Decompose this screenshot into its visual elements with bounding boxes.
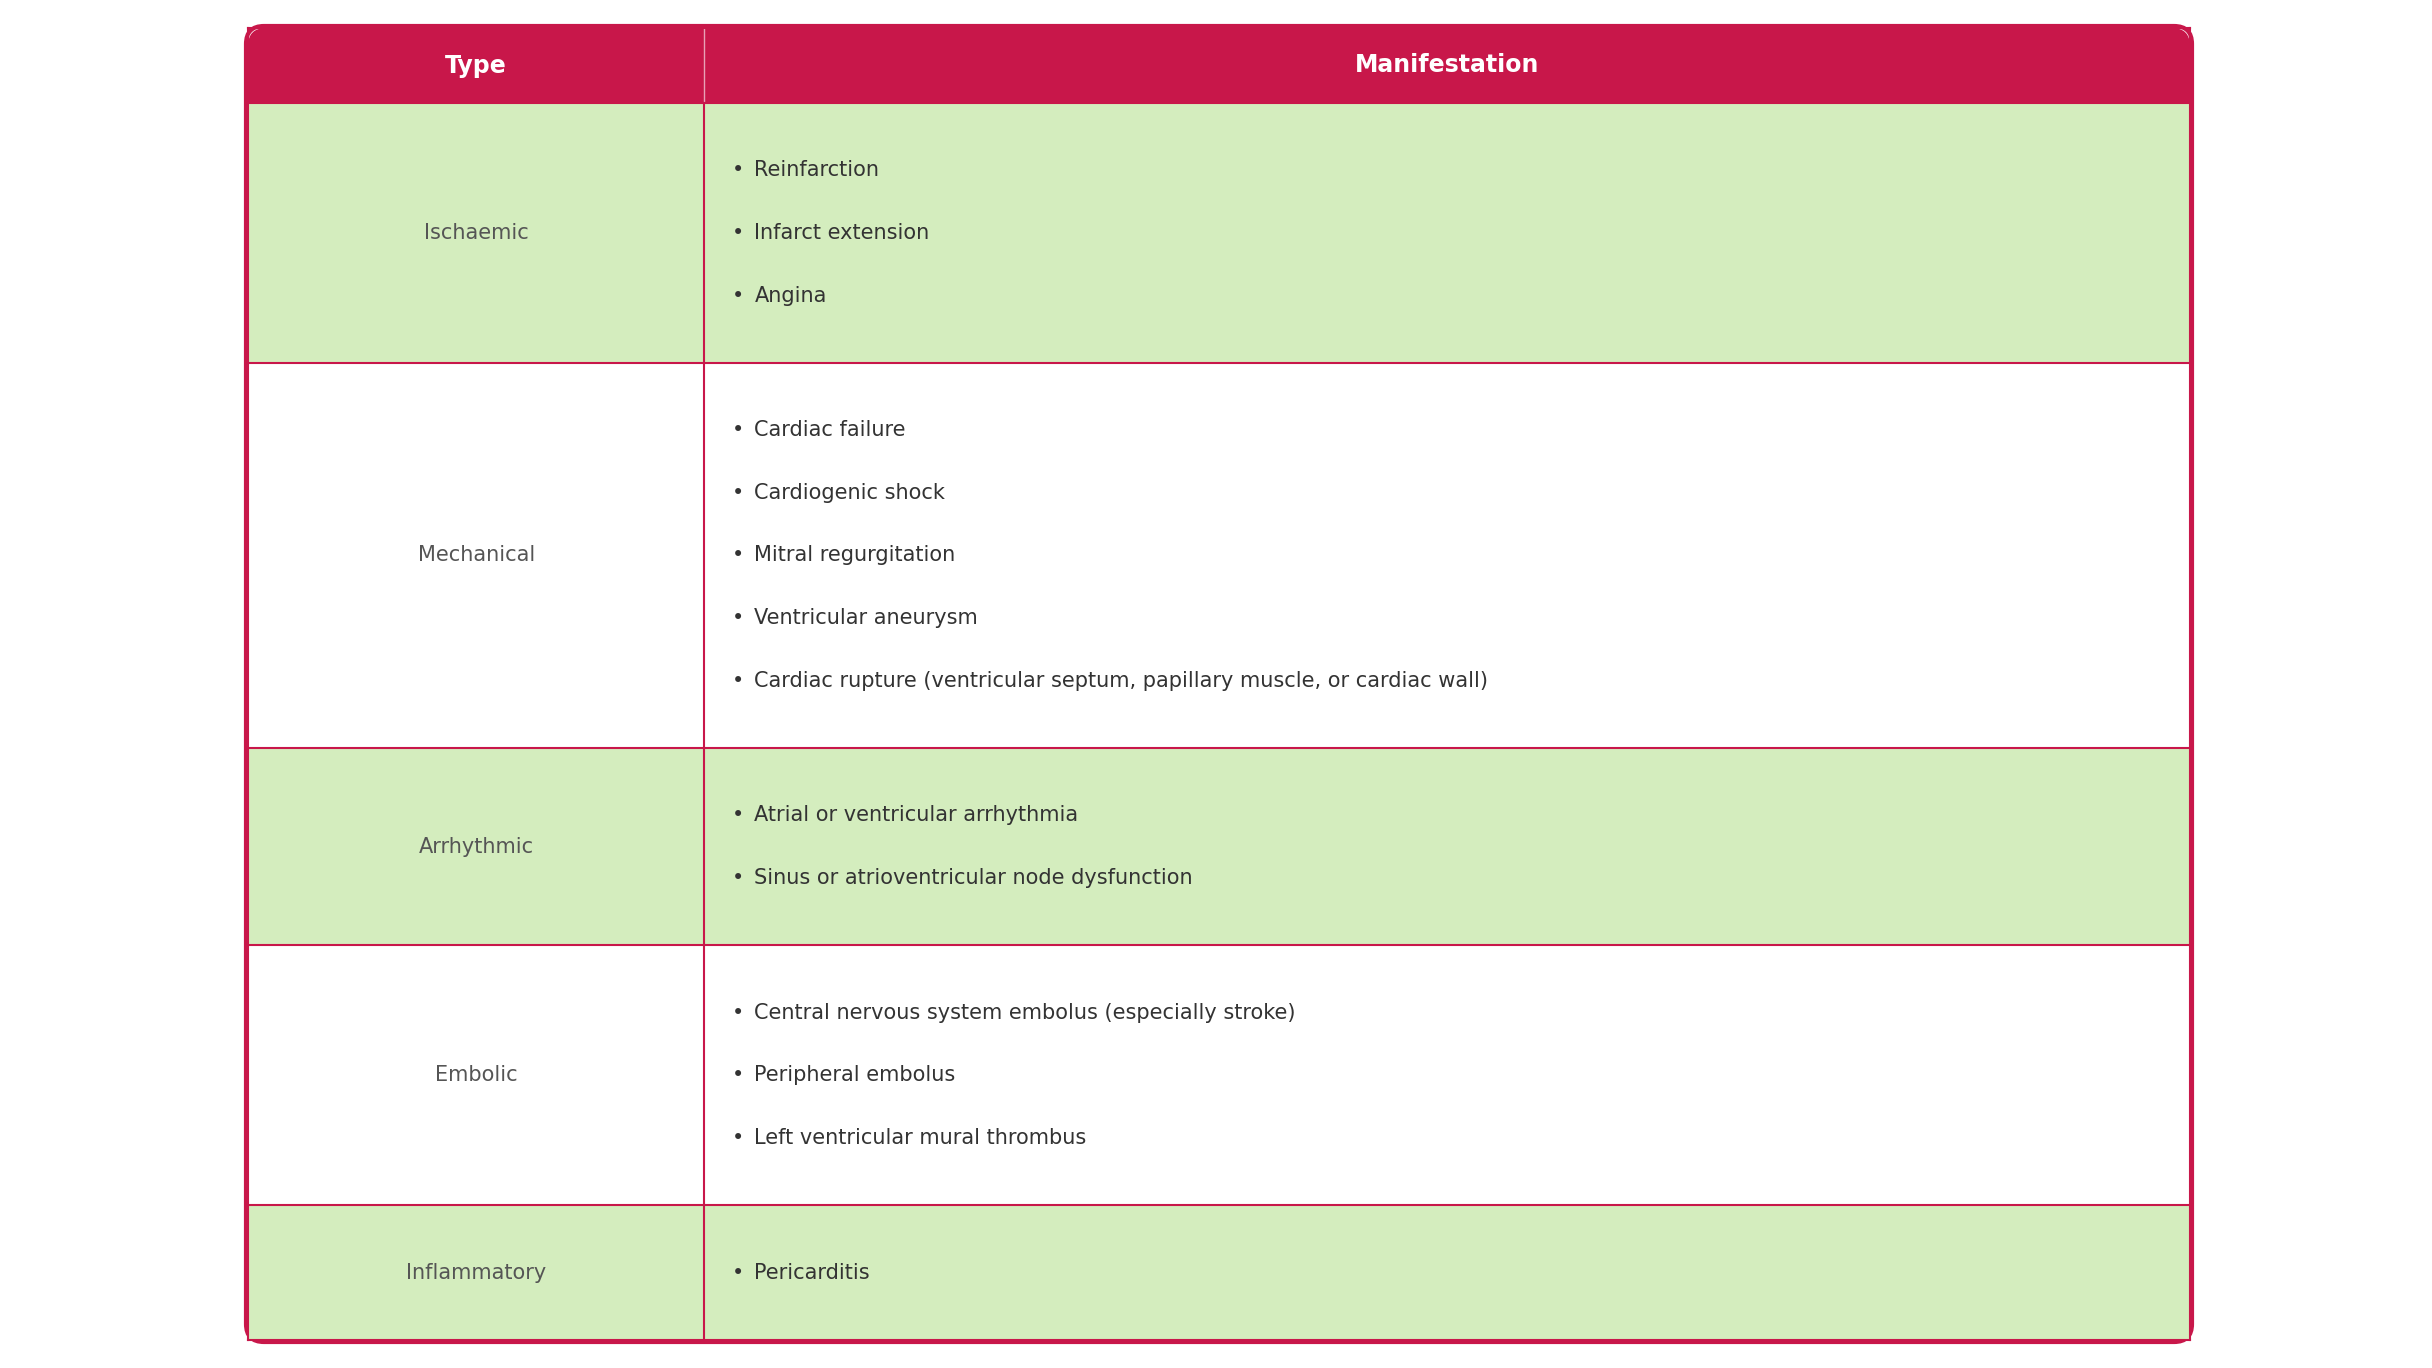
Text: Embolic: Embolic — [435, 1066, 518, 1085]
Text: Ischaemic: Ischaemic — [423, 223, 528, 244]
Bar — [705, 1205, 2189, 1341]
Text: •: • — [732, 1127, 744, 1148]
Text: •: • — [732, 420, 744, 440]
Text: Infarct extension: Infarct extension — [754, 223, 929, 244]
Text: Inflammatory: Inflammatory — [406, 1263, 547, 1283]
Text: •: • — [732, 546, 744, 565]
Text: •: • — [732, 286, 744, 305]
FancyBboxPatch shape — [248, 27, 2189, 103]
Text: Manifestation: Manifestation — [1355, 53, 1539, 78]
FancyBboxPatch shape — [248, 1272, 2189, 1341]
Text: Cardiac failure: Cardiac failure — [754, 420, 905, 440]
Text: Cardiogenic shock: Cardiogenic shock — [754, 483, 946, 503]
Bar — [248, 363, 705, 748]
Bar — [248, 66, 2189, 103]
Text: •: • — [732, 670, 744, 691]
Text: Sinus or atrioventricular node dysfunction: Sinus or atrioventricular node dysfuncti… — [754, 867, 1194, 888]
Text: Reinfarction: Reinfarction — [754, 160, 880, 181]
Text: Arrhythmic: Arrhythmic — [418, 837, 533, 856]
Text: •: • — [732, 223, 744, 244]
Bar — [248, 1254, 2189, 1275]
Bar — [705, 103, 2189, 363]
Text: Left ventricular mural thrombus: Left ventricular mural thrombus — [754, 1127, 1087, 1148]
Text: Pericarditis: Pericarditis — [754, 1263, 871, 1283]
Text: Mechanical: Mechanical — [418, 546, 535, 565]
Text: Mitral regurgitation: Mitral regurgitation — [754, 546, 956, 565]
Bar — [248, 1205, 705, 1341]
Text: Central nervous system embolus (especially stroke): Central nervous system embolus (especial… — [754, 1003, 1296, 1023]
Text: Ventricular aneurysm: Ventricular aneurysm — [754, 607, 978, 628]
Text: Cardiac rupture (ventricular septum, papillary muscle, or cardiac wall): Cardiac rupture (ventricular septum, pap… — [754, 670, 1488, 691]
Text: •: • — [732, 1066, 744, 1085]
Text: Atrial or ventricular arrhythmia: Atrial or ventricular arrhythmia — [754, 806, 1077, 825]
Text: •: • — [732, 1263, 744, 1283]
Bar — [248, 103, 705, 363]
Text: •: • — [732, 160, 744, 181]
Text: Angina: Angina — [754, 286, 827, 305]
Text: Peripheral embolus: Peripheral embolus — [754, 1066, 956, 1085]
Text: •: • — [732, 1003, 744, 1023]
Text: •: • — [732, 806, 744, 825]
Bar — [705, 748, 2189, 945]
Text: •: • — [732, 607, 744, 628]
Text: •: • — [732, 483, 744, 503]
Bar — [248, 945, 705, 1205]
FancyBboxPatch shape — [246, 26, 2191, 1342]
Bar — [705, 363, 2189, 748]
Text: •: • — [732, 867, 744, 888]
Text: Type: Type — [445, 53, 506, 78]
Bar — [248, 748, 705, 945]
Bar — [705, 945, 2189, 1205]
